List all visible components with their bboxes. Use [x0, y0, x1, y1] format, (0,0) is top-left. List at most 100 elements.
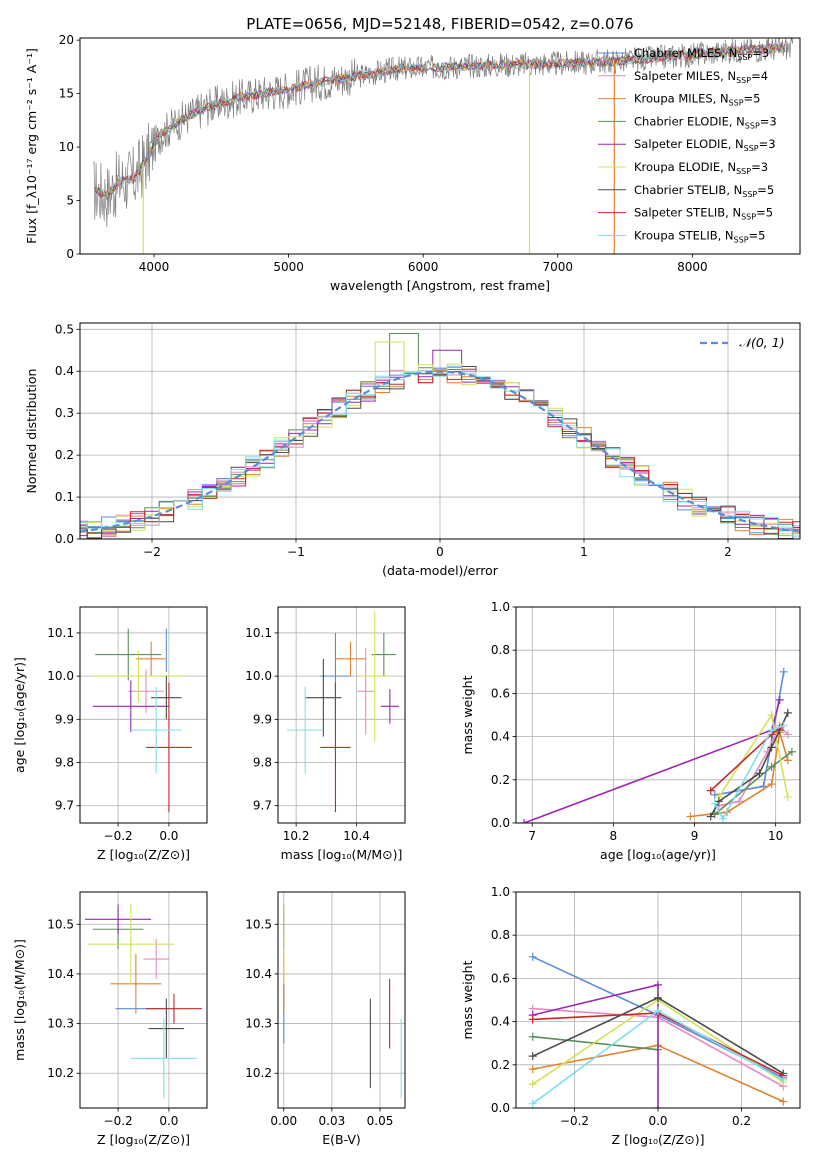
- figure-title: PLATE=0656, MJD=52148, FIBERID=0542, z=0…: [246, 15, 633, 33]
- mass-weight-line: [714, 725, 785, 821]
- legend-label-name: Salpeter STELIB, N: [634, 206, 741, 220]
- y-tick-label: 0.6: [491, 686, 510, 700]
- y-axis-label: age [log₁₀(age/yr)]: [12, 657, 27, 773]
- spectrum-model-line: [94, 43, 786, 201]
- plot-area: [528, 952, 788, 1108]
- y-tick-label: 20: [59, 33, 74, 47]
- mass-weight-marker: [787, 747, 796, 756]
- x-tick-label: 8000: [677, 260, 708, 274]
- mass-vs-z-panel: −0.2 0.0 10.2 10.3 10.4 10.5 Z [log₁₀(Z/Z⊙)] ma…: [12, 891, 208, 1147]
- y-tick-label: 10.3: [245, 1017, 272, 1031]
- legend-label: Chabrier ELODIE, NSSP=3: [634, 114, 777, 130]
- x-tick-label: 0.05: [367, 1114, 394, 1128]
- y-tick-label: 10.5: [47, 917, 74, 931]
- y-tick-label: 10.2: [47, 1066, 74, 1080]
- y-tick-label: 0.4: [491, 730, 510, 744]
- legend-label-tail: =3: [751, 160, 768, 174]
- axes-frame: [515, 606, 801, 824]
- x-tick-label: 9: [691, 829, 699, 843]
- legend-label-name: Chabrier ELODIE, N: [634, 114, 745, 128]
- y-tick-label: 15: [59, 87, 74, 101]
- y-tick-label: 0.8: [491, 643, 510, 657]
- legend-label-sub: SSP: [729, 99, 744, 108]
- legend-label: Kroupa ELODIE, NSSP=3: [634, 160, 768, 176]
- plot-area: [85, 904, 202, 1099]
- axes-frame: [79, 891, 208, 1109]
- mass-weight-marker: [783, 793, 792, 802]
- mass-weight-vs-age-panel: 7 8 9 10 0.0 0.2 0.4 0.6 0.8 1.0 age [log₁₀(age/yr…: [460, 600, 801, 862]
- x-tick-label: 7: [528, 829, 536, 843]
- legend-label-sub: SSP: [744, 144, 759, 153]
- x-tick-label: 10: [768, 829, 783, 843]
- y-tick-label: 0.4: [55, 364, 74, 378]
- y-tick-label: 0.6: [491, 971, 510, 985]
- x-tick-label: 0.00: [270, 1114, 297, 1128]
- x-axis-label: age [log₁₀(age/yr)]: [600, 847, 716, 862]
- legend-label-sub: SSP: [737, 53, 752, 62]
- x-tick-label: 8: [610, 829, 618, 843]
- histogram-step-line: [80, 365, 800, 538]
- plot-area: [287, 611, 399, 813]
- mass-weight-marker: [767, 780, 776, 789]
- histogram-step-line: [80, 366, 800, 539]
- mass-weight-marker: [710, 790, 719, 799]
- x-tick-label: 10.4: [343, 829, 370, 843]
- x-tick-label: 4000: [139, 260, 170, 274]
- legend-label: Salpeter STELIB, NSSP=5: [634, 206, 773, 222]
- legend-label-tail: =5: [757, 183, 774, 197]
- mass-weight-marker: [767, 711, 776, 719]
- mass-weight-marker: [706, 812, 715, 821]
- spectrum-panel: 4000 5000 6000 7000 8000 0 5 10 15 20 wavelength […: [24, 33, 801, 293]
- mass-weight-vs-z-panel: −0.2 0.0 0.2 0.0 0.2 0.4 0.6 0.8 1.0 Z [log₁₀(Z/Z…: [460, 885, 801, 1147]
- legend-label-name: Salpeter ELODIE, N: [634, 137, 744, 151]
- mass-weight-marker: [779, 721, 788, 730]
- plot-area: [283, 904, 402, 1099]
- legend-label-tail: =3: [759, 137, 776, 151]
- x-axis-label: E(B-V): [322, 1132, 361, 1147]
- legend-label-sub: SSP: [736, 167, 751, 176]
- y-tick-label: 10.4: [245, 967, 272, 981]
- x-tick-label: 7000: [542, 260, 573, 274]
- y-tick-label: 0.2: [491, 773, 510, 787]
- y-axis-label: mass [log₁₀(M/M⊙)]: [12, 939, 27, 1061]
- legend-label: Chabrier MILES, NSSP=3: [634, 46, 769, 62]
- legend-label-name: Kroupa MILES, N: [634, 92, 729, 106]
- axes-frame: [277, 606, 406, 824]
- mass-weight-marker: [779, 1097, 788, 1106]
- y-tick-label: 0.8: [491, 928, 510, 942]
- x-tick-label: −1: [287, 545, 305, 559]
- y-tick-label: 10.1: [47, 626, 74, 640]
- legend-label-name: Chabrier STELIB, N: [634, 183, 742, 197]
- x-tick-label: 0.03: [319, 1114, 346, 1128]
- mass-weight-marker: [775, 695, 784, 704]
- mass-weight-marker: [528, 1015, 537, 1024]
- axes-frame: [515, 891, 801, 1109]
- x-tick-label: 0: [436, 545, 444, 559]
- mass-weight-marker: [767, 743, 776, 752]
- mass-weight-marker: [718, 814, 727, 823]
- mass-weight-marker: [767, 762, 776, 771]
- y-axis-label: Flux [f_λ10⁻¹⁷ erg cm⁻² s⁻¹ A⁻¹]: [24, 48, 39, 244]
- mass-weight-marker: [654, 993, 662, 1002]
- axes-frame: [79, 322, 801, 540]
- y-tick-label: 9.7: [253, 799, 272, 813]
- x-tick-label: −0.2: [104, 1114, 133, 1128]
- plot-area: [80, 333, 800, 539]
- x-axis-label: Z [log₁₀(Z/Z⊙)]: [612, 1132, 705, 1147]
- y-tick-label: 0.2: [55, 448, 74, 462]
- y-axis-label: mass weight: [460, 675, 475, 754]
- axes-frame: [79, 606, 208, 824]
- y-axis-label: Normed distribution: [24, 369, 39, 494]
- y-tick-label: 0.1: [55, 490, 74, 504]
- age-vs-mass-panel: 10.2 10.4 9.7 9.8 9.9 10.0 10.1 mass [log₁₀(M/M…: [245, 606, 406, 862]
- y-tick-label: 9.9: [253, 712, 272, 726]
- mass-weight-marker: [520, 819, 529, 823]
- legend-label-sub: SSP: [736, 76, 751, 85]
- legend-label-name: Kroupa ELODIE, N: [634, 160, 736, 174]
- mass-weight-marker: [783, 730, 792, 739]
- mass-weight-marker: [528, 1032, 537, 1041]
- legend-label: Kroupa MILES, NSSP=5: [634, 92, 760, 108]
- y-tick-label: 9.9: [55, 712, 74, 726]
- legend-label: Salpeter MILES, NSSP=4: [634, 69, 768, 85]
